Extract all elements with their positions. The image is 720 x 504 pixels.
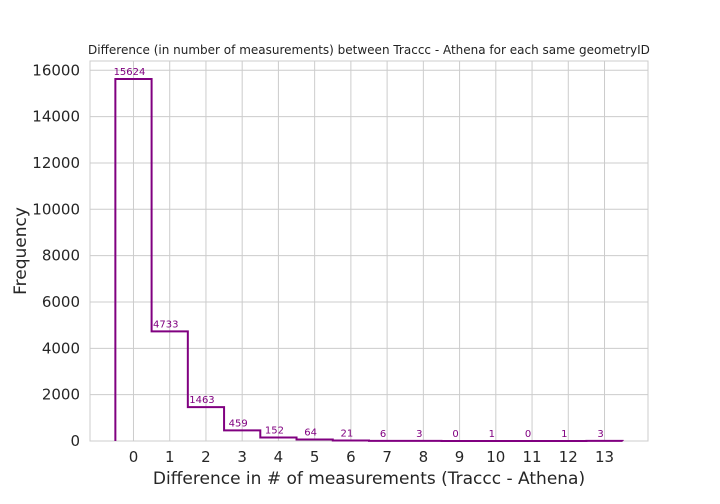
bar-value-label: 15624 bbox=[114, 67, 146, 78]
x-tick-label: 9 bbox=[455, 448, 465, 466]
x-tick-label: 8 bbox=[419, 448, 429, 466]
x-tick-label: 3 bbox=[237, 448, 247, 466]
bar-value-label: 152 bbox=[265, 425, 284, 436]
bar-value-label: 4733 bbox=[153, 319, 178, 330]
x-tick-label: 7 bbox=[382, 448, 392, 466]
x-tick-label: 10 bbox=[486, 448, 505, 466]
bar-value-label: 21 bbox=[341, 429, 354, 440]
y-tick-label: 8000 bbox=[42, 247, 80, 265]
bar-value-label: 0 bbox=[452, 429, 458, 440]
y-tick-label: 0 bbox=[70, 432, 80, 450]
y-tick-label: 16000 bbox=[32, 61, 80, 79]
y-axis-label: Frequency bbox=[11, 207, 31, 295]
y-tick-label: 14000 bbox=[32, 108, 80, 126]
bar-value-label: 3 bbox=[416, 429, 422, 440]
x-tick-label: 13 bbox=[595, 448, 614, 466]
x-axis-label: Difference in # of measurements (Traccc … bbox=[153, 469, 585, 489]
y-tick-label: 12000 bbox=[32, 154, 80, 172]
plot-frame bbox=[89, 60, 649, 442]
bar-value-label: 3 bbox=[597, 429, 603, 440]
x-tick-label: 0 bbox=[129, 448, 139, 466]
y-tick-label: 6000 bbox=[42, 293, 80, 311]
x-axis-ticks: 0 1 2 3 4 5 6 7 8 9 10 11 12 13 bbox=[129, 448, 614, 466]
y-tick-label: 2000 bbox=[42, 386, 80, 404]
y-axis-ticks: 0 2000 4000 6000 8000 10000 12000 14000 16000 bbox=[32, 61, 80, 450]
x-tick-label: 6 bbox=[346, 448, 356, 466]
x-tick-label: 5 bbox=[310, 448, 320, 466]
bar-value-label: 0 bbox=[525, 429, 531, 440]
bar-value-label: 1463 bbox=[189, 395, 214, 406]
x-tick-label: 4 bbox=[274, 448, 284, 466]
bar-value-label: 6 bbox=[380, 429, 386, 440]
y-tick-label: 10000 bbox=[32, 200, 80, 218]
x-tick-label: 11 bbox=[523, 448, 542, 466]
x-tick-label: 2 bbox=[201, 448, 211, 466]
chart-title: Difference (in number of measurements) b… bbox=[88, 43, 650, 57]
x-tick-label: 1 bbox=[165, 448, 175, 466]
histogram-step-line bbox=[114, 77, 624, 442]
bar-value-labels: 15624 4733 1463 459 152 64 21 6 3 0 1 0 1 3 bbox=[114, 67, 604, 440]
bar-value-label: 64 bbox=[304, 428, 317, 439]
y-tick-label: 4000 bbox=[42, 339, 80, 357]
bar-value-label: 1 bbox=[561, 429, 567, 440]
bar-value-label: 459 bbox=[229, 418, 248, 429]
bar-value-label: 1 bbox=[489, 429, 495, 440]
x-tick-label: 12 bbox=[559, 448, 578, 466]
grid-lines bbox=[90, 61, 648, 442]
